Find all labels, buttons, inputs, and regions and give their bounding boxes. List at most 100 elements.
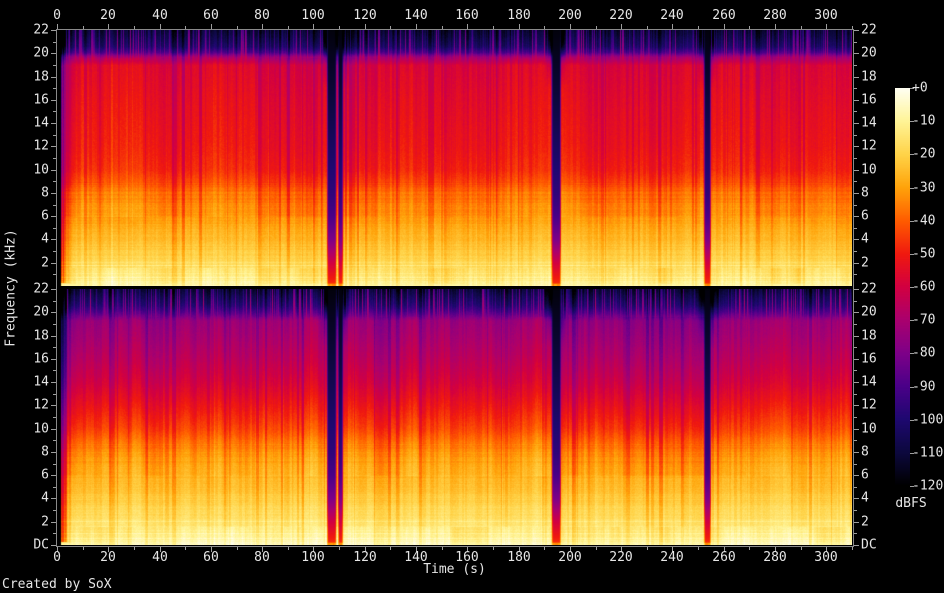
freq-tick-label: 4 [861, 490, 869, 506]
colorbar-tick [910, 188, 914, 189]
colorbar-tick-label: +0 [912, 80, 928, 96]
freq-major-tick [854, 30, 859, 31]
time-major-tick [826, 547, 827, 552]
freq-major-tick [51, 475, 56, 476]
freq-major-tick [51, 100, 56, 101]
freq-tick-label: DC [861, 537, 877, 553]
time-minor-tick [134, 26, 135, 29]
freq-major-tick [51, 336, 56, 337]
time-minor-tick [237, 26, 238, 29]
freq-tick-label: 22 [33, 22, 49, 38]
time-minor-tick [698, 26, 699, 29]
freq-tick-label: 8 [41, 185, 49, 201]
freq-major-tick [854, 77, 859, 78]
freq-tick-label: 8 [861, 444, 869, 460]
freq-major-tick [51, 170, 56, 171]
time-minor-tick [442, 26, 443, 29]
freq-minor-tick [53, 181, 56, 182]
time-tick-label: 0 [53, 550, 61, 565]
time-major-tick [416, 547, 417, 552]
freq-minor-tick [53, 251, 56, 252]
freq-tick-label: 12 [33, 397, 49, 413]
colorbar-tick [910, 387, 914, 388]
freq-minor-tick [53, 111, 56, 112]
freq-major-tick [854, 312, 859, 313]
time-tick-label: 200 [558, 8, 582, 23]
freq-minor-tick [53, 417, 56, 418]
colorbar-tick-label: -100 [912, 412, 944, 428]
freq-major-tick [51, 382, 56, 383]
freq-major-tick [854, 522, 859, 523]
freq-minor-tick [854, 394, 857, 395]
freq-minor-tick [53, 205, 56, 206]
freq-tick-label: 6 [861, 208, 869, 224]
freq-tick-label: 18 [33, 69, 49, 85]
freq-tick-label: 16 [861, 92, 877, 108]
time-major-tick [313, 547, 314, 552]
freq-tick-label: 2 [41, 514, 49, 530]
freq-tick-label: 10 [861, 421, 877, 437]
created-by-sox-credit: Created by SoX [2, 577, 112, 592]
time-major-tick [467, 547, 468, 552]
freq-major-tick [51, 77, 56, 78]
time-tick-label: 280 [763, 8, 787, 23]
colorbar-tick-label: -120 [912, 478, 944, 494]
time-minor-tick [83, 547, 84, 550]
time-tick-label: 160 [455, 8, 479, 23]
freq-tick-label: 14 [861, 115, 877, 131]
time-major-tick [416, 24, 417, 29]
time-minor-tick [749, 26, 750, 29]
freq-tick-label: 20 [861, 45, 877, 61]
time-major-tick [724, 547, 725, 552]
freq-major-tick [854, 100, 859, 101]
freq-minor-tick [854, 88, 857, 89]
time-minor-tick [852, 547, 853, 550]
freq-minor-tick [53, 370, 56, 371]
spectrogram-channel-2 [57, 289, 852, 545]
time-tick-label: 80 [254, 8, 270, 23]
colorbar-gradient [895, 88, 910, 486]
freq-minor-tick [53, 510, 56, 511]
freq-minor-tick [53, 65, 56, 66]
time-minor-tick [493, 26, 494, 29]
freq-major-tick [51, 522, 56, 523]
time-major-tick [519, 24, 520, 29]
freq-major-tick [854, 53, 859, 54]
freq-minor-tick [854, 274, 857, 275]
time-minor-tick [185, 26, 186, 29]
freq-minor-tick [53, 347, 56, 348]
time-minor-tick [390, 26, 391, 29]
freq-tick-label: 4 [861, 231, 869, 247]
colorbar-tick-label: -80 [912, 345, 936, 361]
freq-minor-tick [854, 510, 857, 511]
colorbar-tick-label: -110 [912, 445, 944, 461]
freq-tick-label: 2 [861, 255, 869, 271]
time-major-tick [775, 24, 776, 29]
freq-major-tick [854, 216, 859, 217]
freq-tick-label: 12 [33, 138, 49, 154]
time-minor-tick [83, 26, 84, 29]
time-tick-label: 120 [353, 550, 377, 565]
freq-tick-label: 2 [861, 514, 869, 530]
time-major-tick [467, 24, 468, 29]
colorbar-tick-label: -90 [912, 379, 936, 395]
colorbar-tick-label: -40 [912, 213, 936, 229]
freq-minor-tick [854, 65, 857, 66]
y-axis-title: Frequency (kHz) [3, 229, 19, 347]
freq-tick-label: 18 [33, 328, 49, 344]
colorbar-tick [910, 486, 914, 487]
freq-tick-label: 10 [33, 421, 49, 437]
freq-minor-tick [53, 274, 56, 275]
freq-major-tick [51, 312, 56, 313]
freq-tick-label: 16 [33, 92, 49, 108]
time-tick-label: 220 [609, 8, 633, 23]
freq-minor-tick [854, 487, 857, 488]
time-major-tick [108, 24, 109, 29]
colorbar-tick [910, 121, 914, 122]
freq-minor-tick [53, 394, 56, 395]
time-major-tick [826, 24, 827, 29]
colorbar-tick-label: -20 [912, 146, 936, 162]
freq-major-tick [854, 498, 859, 499]
time-major-tick [570, 24, 571, 29]
